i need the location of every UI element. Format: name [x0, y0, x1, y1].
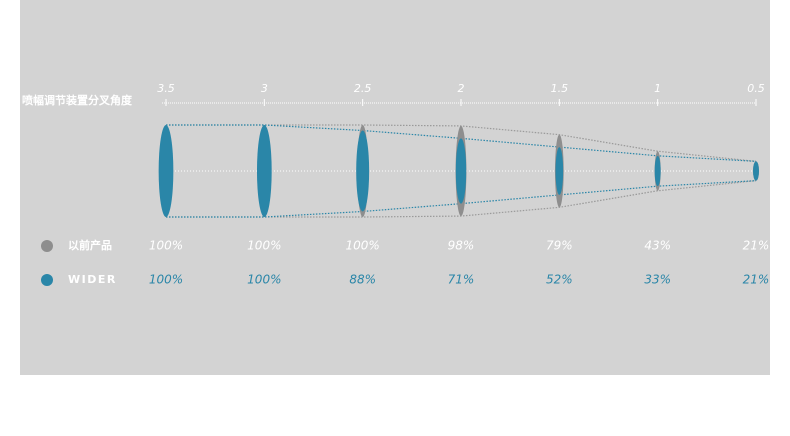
value-label: 33% — [644, 273, 671, 287]
x-tick-label: 3.5 — [157, 82, 175, 95]
spray-ellipse — [753, 161, 759, 181]
x-tick-label: 1 — [654, 82, 661, 95]
spray-ellipse — [256, 125, 272, 217]
legend-label: 以前产品 — [68, 238, 112, 252]
value-label: 43% — [644, 239, 671, 253]
value-label: 100% — [247, 273, 281, 287]
value-label: 100% — [346, 239, 380, 253]
x-tick-label: 2 — [458, 82, 465, 95]
value-label: 100% — [247, 239, 281, 253]
x-tick-label: 1.5 — [551, 82, 569, 95]
axis-label: 喷幅调节装置分叉角度 — [22, 93, 133, 107]
value-label: 98% — [448, 239, 475, 253]
legend-dot — [41, 240, 53, 252]
x-tick-label: 0.5 — [747, 82, 765, 95]
spray-ellipse — [158, 125, 174, 217]
spray-ellipse — [356, 130, 370, 212]
spray-ellipse — [455, 138, 467, 204]
value-label: 21% — [743, 239, 770, 253]
value-label: 79% — [546, 239, 573, 253]
spray-ellipse — [555, 147, 564, 195]
value-label: 21% — [743, 273, 770, 287]
value-label: 71% — [448, 273, 475, 287]
x-tick-label: 3 — [261, 82, 268, 95]
legend-label: WIDER — [68, 273, 117, 286]
x-tick-label: 2.5 — [354, 82, 372, 95]
value-label: 52% — [546, 273, 573, 287]
value-label: 100% — [149, 273, 183, 287]
value-label: 100% — [149, 239, 183, 253]
spray-ellipse — [654, 155, 661, 187]
value-label: 88% — [349, 273, 376, 287]
legend-dot — [41, 274, 53, 286]
